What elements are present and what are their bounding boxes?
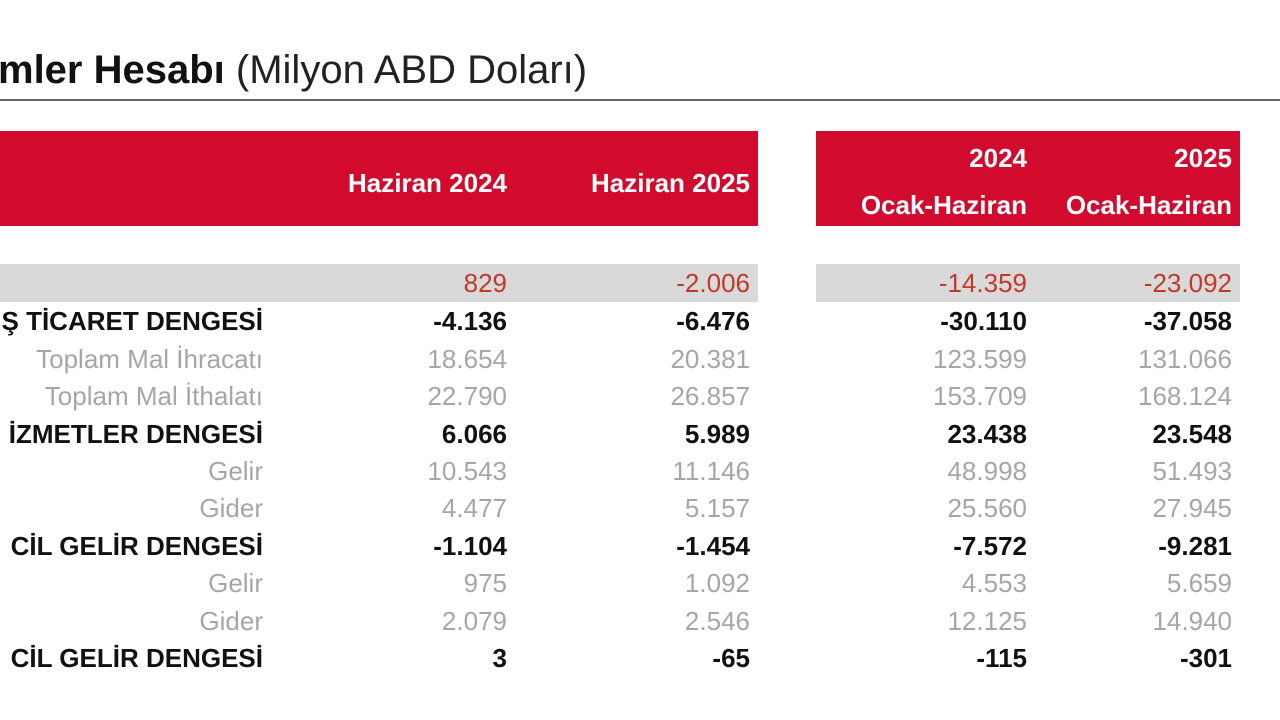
title-unit: (Milyon ABD Doları): [235, 48, 588, 92]
cell-haziran-2024: 4.477: [441, 493, 507, 523]
row-label: Gider: [199, 493, 263, 523]
cell-ocak-haziran-2025: -37.058: [1143, 306, 1232, 336]
cell-haziran-2025: 5.989: [684, 419, 750, 449]
cell-haziran-2025: 26.857: [670, 381, 750, 411]
row-label: CİL GELİR DENGESİ: [10, 643, 263, 673]
header-band-monthly: [0, 131, 758, 226]
cell-haziran-2025: -65: [712, 643, 750, 673]
cell-haziran-2025: 2.546: [684, 606, 750, 636]
cell-haziran-2025: 11.146: [672, 456, 750, 486]
header-col4-period: Ocak-Haziran: [1065, 190, 1232, 220]
table-row: Toplam Mal İhracatı 18.654 20.381 123.59…: [0, 341, 1280, 378]
header-band-cumulative: [816, 131, 1240, 226]
cell-haziran-2024: 10.543: [427, 456, 507, 486]
table-row: Gider 4.477 5.157 25.560 27.945: [0, 490, 1280, 527]
cell-ocak-haziran-2024: 12.125: [947, 606, 1027, 636]
cell-haziran-2025: -2.006: [676, 268, 750, 298]
cell-ocak-haziran-2024: 4.553: [961, 568, 1027, 598]
cell-haziran-2024: 22.790: [427, 381, 507, 411]
row-label: Gelir: [208, 456, 263, 486]
table-title: mler Hesabı (Milyon ABD Doları): [0, 42, 587, 98]
cell-haziran-2024: -1.104: [433, 531, 507, 561]
cell-haziran-2025: -1.454: [676, 531, 750, 561]
title-divider: [0, 99, 1280, 101]
cell-haziran-2025: -6.476: [676, 306, 750, 336]
table-row: Ş TİCARET DENGESİ -4.136 -6.476 -30.110 …: [0, 303, 1280, 340]
cell-haziran-2024: 975: [463, 568, 507, 598]
cell-ocak-haziran-2025: 168.124: [1138, 381, 1232, 411]
row-label: Ş TİCARET DENGESİ: [1, 306, 263, 336]
cell-haziran-2024: 829: [463, 268, 507, 298]
cell-ocak-haziran-2024: 153.709: [933, 381, 1027, 411]
cell-ocak-haziran-2025: 27.945: [1152, 493, 1232, 523]
table-row: CİL GELİR DENGESİ 3 -65 -115 -301: [0, 640, 1280, 677]
cell-ocak-haziran-2025: -23.092: [1143, 268, 1232, 298]
row-label: Gider: [199, 606, 263, 636]
highlight-band-monthly: [0, 264, 758, 302]
cell-haziran-2024: 6.066: [441, 419, 507, 449]
row-label: Gelir: [208, 568, 263, 598]
cell-ocak-haziran-2025: -9.281: [1158, 531, 1232, 561]
cell-ocak-haziran-2024: 123.599: [933, 344, 1027, 374]
cell-ocak-haziran-2025: 51.493: [1152, 456, 1232, 486]
highlight-band-cumulative: [816, 264, 1240, 302]
table-row: 829 -2.006 -14.359 -23.092: [0, 265, 1280, 302]
header-col4-year: 2025: [1174, 143, 1232, 173]
cell-ocak-haziran-2024: 25.560: [947, 493, 1027, 523]
header-col1: Haziran 2024: [348, 168, 507, 198]
table-row: Gelir 975 1.092 4.553 5.659: [0, 565, 1280, 602]
cell-haziran-2024: 18.654: [427, 344, 507, 374]
cell-ocak-haziran-2024: -14.359: [938, 268, 1027, 298]
cell-ocak-haziran-2024: 23.438: [947, 419, 1027, 449]
cell-haziran-2024: -4.136: [433, 306, 507, 336]
table-row: İZMETLER DENGESİ 6.066 5.989 23.438 23.5…: [0, 416, 1280, 453]
cell-ocak-haziran-2025: 14.940: [1152, 606, 1232, 636]
cell-ocak-haziran-2025: -301: [1179, 643, 1232, 673]
cell-ocak-haziran-2025: 5.659: [1166, 568, 1232, 598]
row-label: CİL GELİR DENGESİ: [10, 531, 263, 561]
cell-haziran-2025: 1.092: [684, 568, 750, 598]
title-main: mler Hesabı: [0, 48, 225, 92]
header-col3-year: 2024: [969, 143, 1027, 173]
table-row: Gelir 10.543 11.146 48.998 51.493: [0, 453, 1280, 490]
cell-ocak-haziran-2025: 131.066: [1138, 344, 1232, 374]
cell-ocak-haziran-2024: 48.998: [947, 456, 1027, 486]
cell-ocak-haziran-2024: -7.572: [953, 531, 1027, 561]
cell-ocak-haziran-2024: -30.110: [940, 306, 1027, 336]
row-label: İZMETLER DENGESİ: [8, 419, 263, 449]
cell-haziran-2024: 2.079: [441, 606, 507, 636]
table-row: Gider 2.079 2.546 12.125 14.940: [0, 603, 1280, 640]
row-label: Toplam Mal İhracatı: [36, 344, 263, 374]
cell-ocak-haziran-2025: 23.548: [1152, 419, 1232, 449]
cell-haziran-2024: 3: [492, 643, 507, 673]
table-row: CİL GELİR DENGESİ -1.104 -1.454 -7.572 -…: [0, 528, 1280, 565]
header-col3-period: Ocak-Haziran: [860, 190, 1027, 220]
cell-ocak-haziran-2024: -115: [976, 643, 1027, 673]
row-label: Toplam Mal İthalatı: [44, 381, 263, 411]
header-col2: Haziran 2025: [591, 168, 750, 198]
cell-haziran-2025: 20.381: [670, 344, 750, 374]
cell-haziran-2025: 5.157: [684, 493, 750, 523]
table-row: Toplam Mal İthalatı 22.790 26.857 153.70…: [0, 378, 1280, 415]
